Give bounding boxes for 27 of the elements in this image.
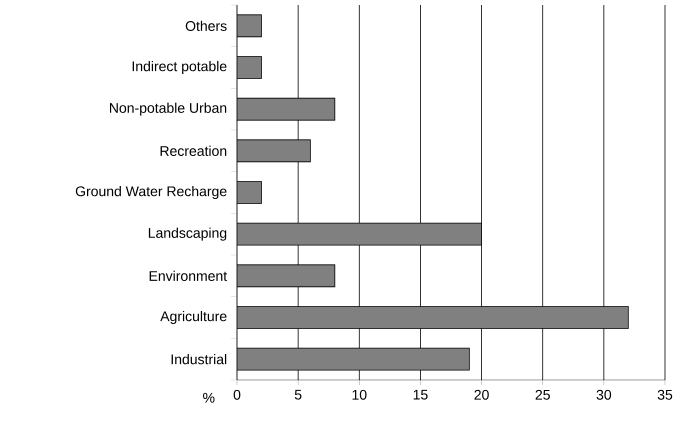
bar [237, 98, 336, 121]
y-tick-label: Agriculture [160, 310, 227, 324]
y-tick-label: Indirect potable [132, 60, 226, 74]
bar [237, 181, 262, 204]
x-tick-label: 30 [596, 390, 612, 400]
y-tick-label: Environment [150, 270, 228, 281]
x-tick-label: 25 [536, 390, 550, 400]
bar [237, 306, 629, 329]
bar [237, 264, 336, 288]
bar [237, 139, 311, 162]
x-tick-label: 20 [474, 390, 489, 400]
y-tick-label: Ground Water Recharge [76, 186, 226, 200]
x-tick-label: 0 [234, 390, 240, 400]
bar [237, 14, 262, 38]
x-axis-title: % [203, 392, 215, 403]
bar [237, 348, 470, 371]
y-tick-label: Recreation [160, 146, 226, 156]
y-tick-label: Non-potable Urban [110, 102, 226, 116]
x-tick-label: 10 [352, 390, 367, 400]
x-tick-label: 15 [414, 390, 428, 400]
y-tick-label: Others [186, 20, 227, 31]
bar [237, 56, 262, 79]
y-tick-label: Industrial [172, 354, 226, 364]
y-tick-label: Landscaping [148, 228, 226, 241]
bar [237, 222, 482, 246]
x-tick-label: 5 [294, 390, 302, 400]
x-tick-label: 35 [658, 390, 672, 400]
